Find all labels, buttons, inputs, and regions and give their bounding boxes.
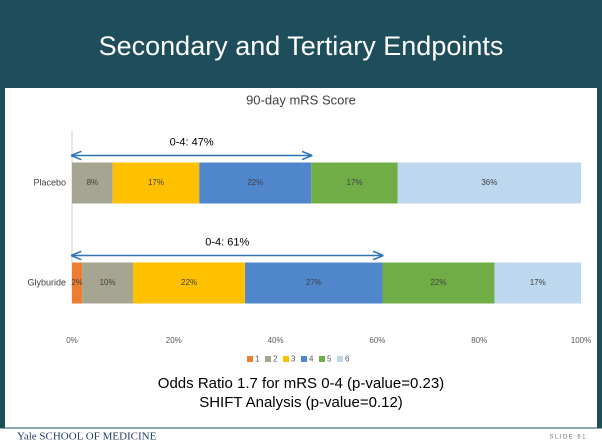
legend-swatch bbox=[265, 356, 271, 362]
legend-label: 1 bbox=[255, 355, 260, 364]
category-label: Placebo bbox=[33, 177, 66, 187]
bar-segment bbox=[494, 262, 581, 304]
category-label: Glyburide bbox=[27, 277, 66, 287]
footer-band bbox=[0, 428, 602, 446]
value-label: 17% bbox=[148, 178, 164, 187]
value-label: 22% bbox=[430, 278, 446, 287]
x-tick-label: 40% bbox=[268, 336, 284, 345]
legend-swatch bbox=[301, 356, 307, 362]
footer-slide-number: SLIDE 61 bbox=[549, 435, 587, 441]
value-label: 2% bbox=[71, 278, 83, 287]
legend-swatch bbox=[319, 356, 325, 362]
annotation-label: 0-4: 47% bbox=[170, 136, 214, 148]
value-label: 22% bbox=[247, 178, 263, 187]
bar-segment bbox=[133, 262, 246, 304]
chart-title: 90-day mRS Score bbox=[246, 92, 356, 107]
value-label: 17% bbox=[346, 178, 362, 187]
legend-swatch bbox=[283, 356, 289, 362]
value-label: 27% bbox=[306, 278, 322, 287]
bar-segment bbox=[72, 162, 113, 204]
annotation-label: 0-4: 61% bbox=[205, 236, 249, 248]
legend-swatch bbox=[247, 356, 253, 362]
bar-segment bbox=[311, 162, 398, 204]
bar-segment bbox=[397, 162, 581, 204]
x-tick-label: 60% bbox=[369, 336, 385, 345]
value-label: 22% bbox=[181, 278, 197, 287]
value-label: 10% bbox=[100, 278, 116, 287]
bar-segment bbox=[82, 262, 134, 304]
bar-segment bbox=[72, 262, 83, 304]
x-tick-label: 0% bbox=[66, 336, 78, 345]
slide-title: Secondary and Tertiary Endpoints bbox=[99, 31, 504, 61]
bar-segment bbox=[199, 162, 312, 204]
note: Odds Ratio 1.7 for mRS 0-4 (p-value=0.23… bbox=[158, 375, 444, 392]
x-tick-label: 80% bbox=[471, 336, 487, 345]
legend-label: 4 bbox=[309, 355, 314, 364]
value-label: 8% bbox=[87, 178, 99, 187]
note: SHIFT Analysis (p-value=0.12) bbox=[199, 394, 403, 411]
value-label: 17% bbox=[530, 278, 546, 287]
footer-school: Yale SCHOOL OF MEDICINE bbox=[17, 431, 157, 443]
x-tick-label: 100% bbox=[571, 336, 591, 345]
legend-swatch bbox=[337, 356, 343, 362]
legend-label: 6 bbox=[345, 355, 350, 364]
bar-segment bbox=[245, 262, 383, 304]
legend-label: 2 bbox=[273, 355, 278, 364]
legend-label: 5 bbox=[327, 355, 332, 364]
value-label: 36% bbox=[481, 178, 497, 187]
legend-label: 3 bbox=[291, 355, 296, 364]
bar-segment bbox=[112, 162, 200, 204]
x-tick-label: 20% bbox=[166, 336, 182, 345]
bar-segment bbox=[382, 262, 495, 304]
